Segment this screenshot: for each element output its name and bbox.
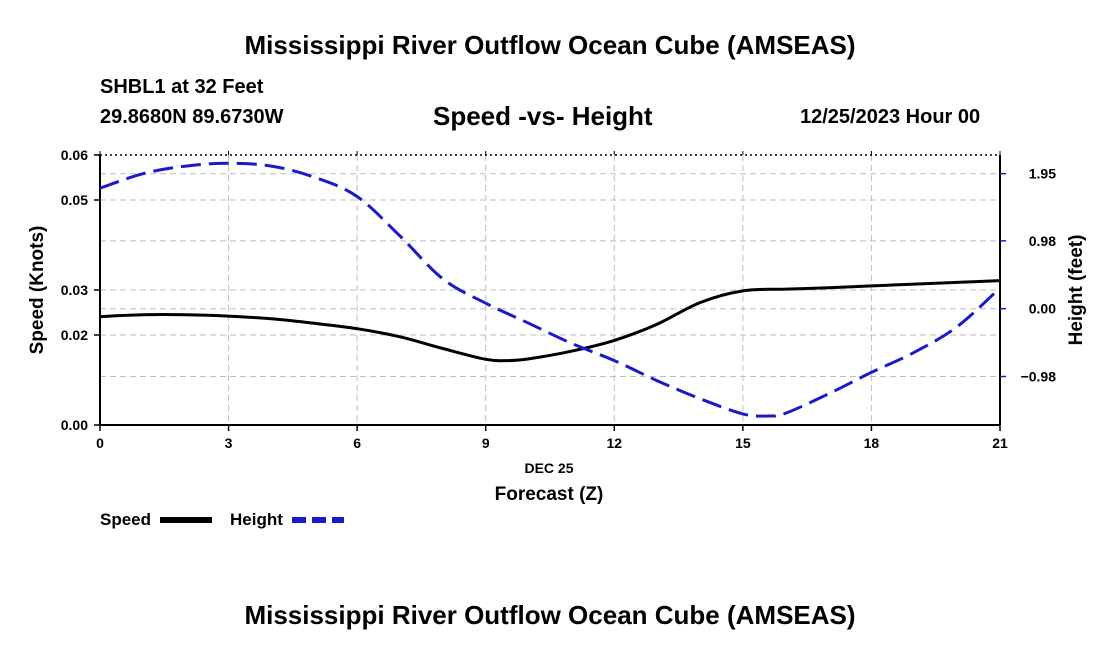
chart-title: Mississippi River Outflow Ocean Cube (AM… [244, 30, 856, 60]
series-line-height [99, 161, 1002, 418]
x-tick-label: 15 [735, 435, 751, 451]
y-tick-label: 0.00 [61, 417, 88, 433]
x-tick-label: 21 [992, 435, 1008, 451]
coordinates-label: 29.8680N 89.6730W [100, 106, 284, 128]
y-tick-label: 0.03 [61, 282, 88, 298]
y-tick-label: 0.06 [61, 147, 88, 163]
x-tick-label: 12 [606, 435, 622, 451]
x-tick-label: 3 [225, 435, 233, 451]
footer-title: Mississippi River Outflow Ocean Cube (AM… [244, 600, 856, 630]
y2-tick-label: 1.95 [1029, 166, 1056, 182]
y-tick-label: 0.05 [61, 192, 88, 208]
x-tick-label: 6 [353, 435, 361, 451]
grid-layer [100, 155, 1000, 425]
x-axis-label: Forecast (Z) [495, 484, 604, 505]
x-tick-label: 9 [482, 435, 490, 451]
legend-height-label: Height [230, 510, 283, 529]
y2-tick-label: 0.98 [1029, 233, 1056, 249]
chart-subtitle: Speed -vs- Height [433, 101, 653, 131]
y2-tick-label: −0.98 [1021, 369, 1057, 385]
x-tick-label: 0 [96, 435, 104, 451]
datetime-label: 12/25/2023 Hour 00 [800, 106, 981, 128]
station-label: SHBL1 at 32 Feet [100, 76, 264, 98]
y2-axis-label: Height (feet) [1066, 235, 1087, 346]
series-line-speed [99, 279, 1001, 363]
y2-tick-label: 0.00 [1029, 301, 1056, 317]
ticks-layer: 0 3 6 9 12 15 18 21 0.00 0.02 0.03 0.05 0.06 −0.98 0.0… [61, 147, 1056, 451]
series-layer [99, 161, 1002, 418]
x-tick-label: 18 [864, 435, 880, 451]
legend-speed-label: Speed [100, 510, 152, 529]
y-tick-label: 0.02 [61, 327, 88, 343]
y-axis-label: Speed (Knots) [27, 226, 48, 355]
x-axis-date-label: DEC 25 [524, 460, 573, 476]
